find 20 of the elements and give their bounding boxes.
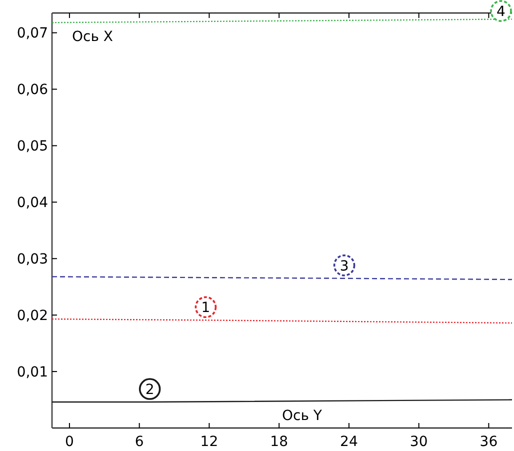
x-tick-label: 30	[410, 434, 428, 450]
y-tick-label: 0,01	[16, 364, 48, 380]
x-tick-label: 12	[200, 434, 218, 450]
series-label: 3	[340, 258, 349, 274]
series-label: 4	[496, 4, 506, 20]
y-tick-label: 0,06	[16, 82, 48, 98]
series-label: 2	[145, 382, 154, 398]
x-tick-label: 18	[270, 434, 288, 450]
y-tick-label: 0,07	[16, 26, 48, 42]
x-tick-label: 24	[340, 434, 358, 450]
x-tick-label: 36	[480, 434, 498, 450]
series-label: 1	[201, 300, 210, 316]
annotation: Ось X	[72, 29, 114, 45]
x-tick-label: 0	[65, 434, 74, 450]
x-tick-label: 6	[134, 434, 144, 450]
y-tick-label: 0,04	[16, 195, 48, 212]
y-tick-label: 0,02	[16, 308, 48, 324]
y-tick-label: 0,03	[16, 252, 48, 268]
annotation: Ось Y	[282, 408, 322, 424]
y-tick-label: 0,05	[16, 138, 48, 155]
